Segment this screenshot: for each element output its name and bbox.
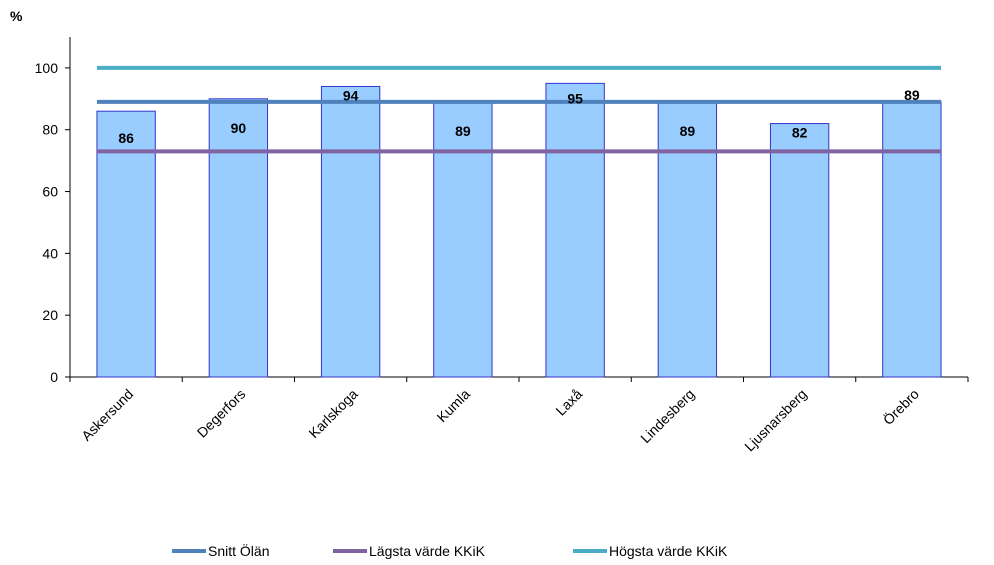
- y-tick-label: 60: [42, 184, 58, 200]
- bar-karlskoga: [320, 85, 381, 378]
- y-tick-label: 20: [42, 307, 58, 323]
- legend-label: Högsta värde KKiK: [609, 543, 728, 559]
- bar-lindesberg: [657, 101, 718, 378]
- bar-örebro: [882, 101, 942, 378]
- data-label: 95: [567, 90, 583, 106]
- category-labels: Askersund Degerfors Karlskoga Kumla Laxå Lind…: [78, 385, 922, 454]
- data-labels: 86 90 94 89 95 89 82 89: [118, 87, 920, 146]
- data-label: 94: [343, 87, 359, 103]
- x-tick-label: Ljusnarsberg: [741, 386, 810, 455]
- y-tick-label: 0: [50, 369, 58, 385]
- y-axis-unit-label: %: [10, 8, 23, 24]
- y-tick-label: 80: [42, 122, 58, 138]
- legend-label: Lägsta värde KKiK: [369, 543, 486, 559]
- bar-laxå: [545, 82, 605, 378]
- x-tick-label: Degerfors: [194, 386, 249, 441]
- data-label: 89: [455, 123, 471, 139]
- legend: Snitt Ölän Lägsta värde KKiK Högsta värde …: [172, 542, 728, 559]
- bar-kumla: [433, 101, 493, 378]
- x-tick-label: Laxå: [552, 386, 585, 419]
- reference-lines: [96, 65, 942, 154]
- x-tick-label: Karlskoga: [305, 386, 360, 441]
- x-tick-label: Kumla: [434, 386, 474, 426]
- data-label: 82: [792, 125, 808, 141]
- y-tick-label: 40: [42, 245, 58, 261]
- bar-ljusnarsberg: [769, 123, 830, 378]
- x-tick-label: Örebro: [879, 385, 922, 428]
- x-tick-label: Askersund: [78, 386, 136, 444]
- data-label: 90: [231, 120, 247, 136]
- y-tick-label: 100: [35, 60, 59, 76]
- legend-label: Snitt Ölän: [208, 542, 269, 559]
- bar-degerfors: [208, 98, 269, 378]
- data-label: 89: [680, 123, 696, 139]
- data-label: 86: [118, 130, 134, 146]
- x-tick-label: Lindesberg: [637, 386, 697, 446]
- bar-askersund: [96, 110, 156, 378]
- data-label: 89: [904, 87, 920, 103]
- bars: [96, 82, 942, 378]
